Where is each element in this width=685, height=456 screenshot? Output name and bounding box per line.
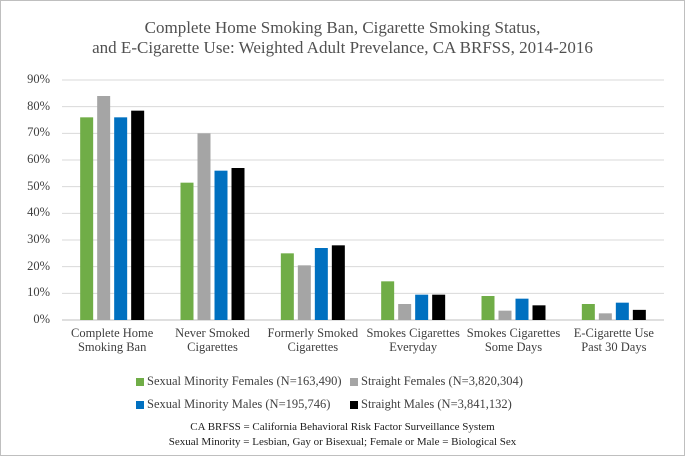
x-tick-label: Formerly Smoked Cigarettes bbox=[267, 326, 359, 355]
bar bbox=[114, 117, 128, 320]
legend-swatch bbox=[350, 378, 358, 386]
x-tick-label: Complete Home Smoking Ban bbox=[71, 326, 154, 355]
x-tick-label: Smokes Cigarettes Some Days bbox=[466, 326, 561, 355]
bar bbox=[481, 296, 495, 320]
y-tick-label: 0% bbox=[33, 312, 50, 326]
y-tick-label: 10% bbox=[27, 285, 50, 300]
bar bbox=[280, 253, 294, 320]
legend-swatch bbox=[136, 401, 144, 409]
bar bbox=[97, 96, 111, 320]
legend-swatch bbox=[350, 401, 358, 409]
footnote: Sexual Minority = Lesbian, Gay or Bisexu… bbox=[168, 436, 517, 448]
chart-title: Complete Home Smoking Ban, Cigarette Smo… bbox=[92, 18, 593, 57]
bar bbox=[314, 248, 328, 320]
footnote: CA BRFSS = California Behavioral Risk Fa… bbox=[190, 421, 495, 433]
bar bbox=[432, 294, 446, 320]
y-tick-label: 90% bbox=[27, 72, 50, 86]
bar bbox=[632, 309, 646, 320]
legend-swatch bbox=[136, 378, 144, 386]
bar bbox=[214, 170, 228, 320]
y-tick-label: 60% bbox=[27, 152, 50, 166]
y-tick-label: 40% bbox=[27, 205, 50, 220]
x-tick-label: E-Cigarette Use Past 30 Days bbox=[573, 326, 654, 355]
legend-label: Straight Males (N=3,841,132) bbox=[361, 397, 512, 411]
bar bbox=[180, 182, 194, 320]
bar bbox=[498, 310, 512, 320]
bar bbox=[615, 302, 629, 320]
y-tick-label: 30% bbox=[27, 232, 50, 246]
bar bbox=[197, 133, 211, 320]
y-tick-label: 20% bbox=[27, 258, 50, 273]
bar bbox=[297, 265, 311, 320]
bar bbox=[581, 304, 595, 320]
y-tick-label: 50% bbox=[27, 178, 50, 193]
bar bbox=[415, 294, 429, 320]
legend-label: Sexual Minority Females (N=163,490) bbox=[147, 374, 342, 388]
bar bbox=[515, 298, 529, 320]
bar bbox=[331, 245, 345, 320]
y-tick-label: 80% bbox=[27, 98, 50, 113]
x-tick-label: Never Smoked Cigarettes bbox=[175, 326, 250, 355]
bar bbox=[131, 110, 145, 321]
x-tick-label: Smokes Cigarettes Everyday bbox=[366, 326, 460, 355]
bar bbox=[398, 304, 412, 320]
y-tick-label: 70% bbox=[27, 125, 50, 140]
bar bbox=[80, 117, 94, 320]
legend-label: Straight Females (N=3,820,304) bbox=[361, 374, 523, 388]
bar bbox=[381, 281, 395, 320]
bar bbox=[598, 313, 612, 320]
bar bbox=[532, 305, 546, 320]
legend-label: Sexual Minority Males (N=195,746) bbox=[147, 397, 331, 411]
bar bbox=[231, 168, 245, 320]
